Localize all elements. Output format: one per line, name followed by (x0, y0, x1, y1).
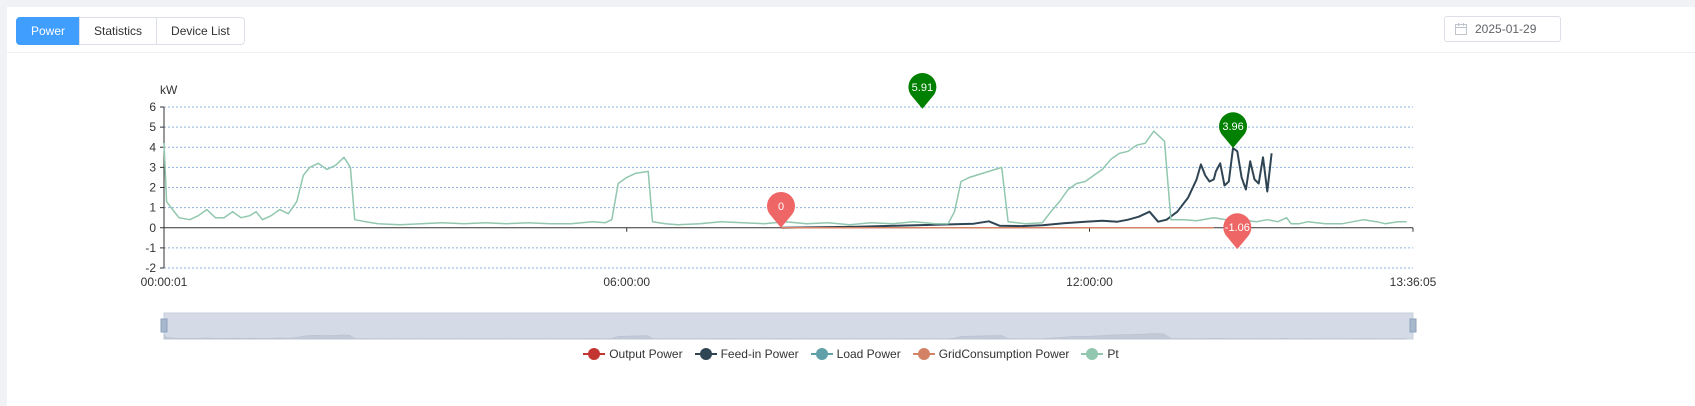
power-panel: Power Statistics Device List 2025-01-29 … (7, 7, 1695, 406)
marker-pin[interactable]: -1.06 (1223, 213, 1252, 250)
legend-item[interactable]: Feed-in Power (694, 347, 799, 361)
legend-symbol (694, 348, 717, 360)
legend-item[interactable]: Load Power (810, 347, 901, 361)
tab-power[interactable]: Power (16, 17, 81, 45)
marker-pin[interactable]: 3.96 (1219, 112, 1248, 149)
y-tick-label: -1 (145, 241, 156, 255)
marker-label: 5.91 (912, 82, 933, 94)
chart-legend: Output Power Feed-in Power Load Power GridC… (7, 347, 1695, 361)
marker-pin[interactable]: 0 (767, 191, 796, 228)
x-tick-label: 12:00:00 (1066, 275, 1113, 289)
date-value: 2025-01-29 (1475, 22, 1537, 36)
zoom-handle[interactable] (160, 318, 168, 333)
y-tick-label: 2 (149, 181, 156, 195)
legend-item[interactable]: GridConsumption Power (912, 347, 1070, 361)
calendar-icon (1455, 23, 1467, 35)
power-chart: kW -2 -1 0 1 2 3 4 5 6 00:00:01 06:00:00 12:00:00 13:… (141, 73, 1437, 340)
zoom-handle[interactable] (1409, 318, 1417, 333)
zoom-slider-preview (163, 333, 1407, 340)
y-tick-label: 3 (149, 160, 156, 174)
legend-symbol (810, 348, 833, 360)
x-tick-label: 13:36:05 (1390, 275, 1437, 289)
y-tick-label: 5 (149, 120, 156, 134)
marker-pin[interactable]: 5.91 (908, 73, 937, 109)
legend-label: Output Power (609, 347, 683, 361)
zoom-slider-track (163, 312, 1414, 340)
y-tick-label: 0 (149, 221, 156, 235)
y-tick-label: 6 (149, 100, 156, 114)
y-tick-label: 4 (149, 140, 156, 154)
toolbar: Power Statistics Device List 2025-01-29 (7, 7, 1695, 53)
y-unit-label: kW (160, 83, 178, 97)
y-tick-label: -2 (145, 261, 156, 275)
legend-item[interactable]: Pt (1081, 347, 1119, 361)
legend-symbol (912, 348, 935, 360)
y-tick-label: 1 (149, 201, 156, 215)
legend-item[interactable]: Output Power (583, 347, 683, 361)
marker-label: 0 (778, 201, 784, 213)
date-picker[interactable]: 2025-01-29 (1444, 16, 1561, 42)
legend-label: Load Power (836, 347, 901, 361)
x-tick-label: 00:00:01 (141, 275, 188, 289)
marker-label: -1.06 (1225, 222, 1250, 234)
x-tick-label: 06:00:00 (603, 275, 650, 289)
tab-device-list[interactable]: Device List (156, 17, 245, 45)
tab-statistics[interactable]: Statistics (79, 17, 158, 45)
legend-label: GridConsumption Power (938, 347, 1070, 361)
series-line-feed-in-power (780, 147, 1273, 229)
legend-label: Feed-in Power (720, 347, 799, 361)
marker-label: 3.96 (1222, 121, 1243, 133)
view-tabs: Power Statistics Device List (16, 17, 245, 45)
legend-label: Pt (1107, 347, 1119, 361)
legend-symbol (583, 348, 606, 360)
legend-symbol (1081, 348, 1104, 360)
